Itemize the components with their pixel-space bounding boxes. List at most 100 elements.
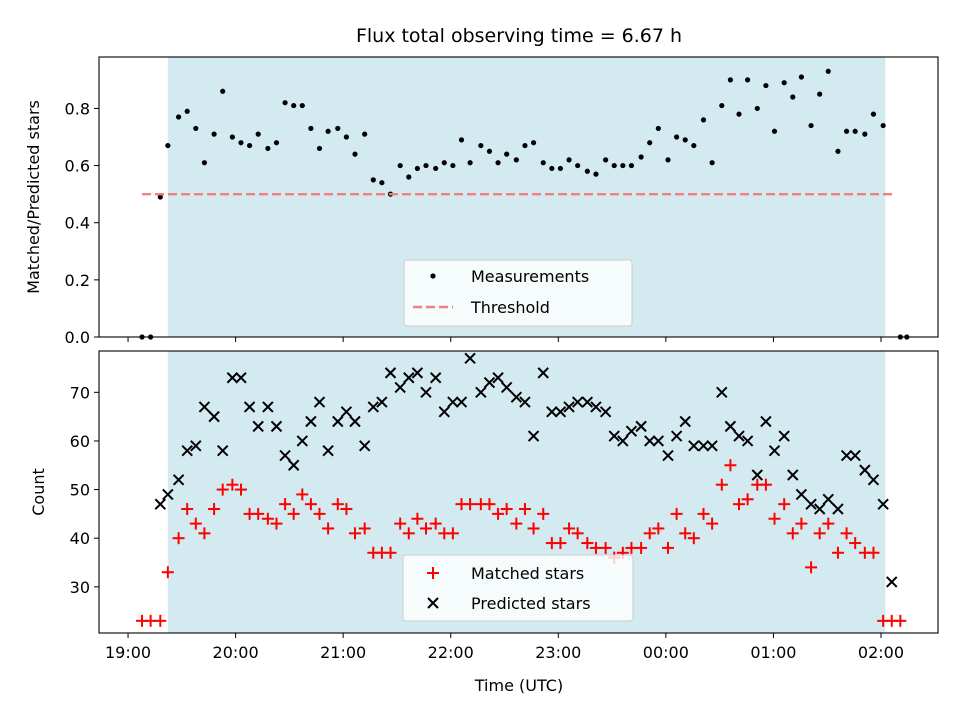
measurement-point — [229, 134, 235, 140]
matched-point — [805, 561, 818, 574]
measurement-point — [852, 128, 858, 134]
predicted-point — [625, 425, 638, 437]
predicted-point — [617, 435, 629, 447]
measurement-point — [584, 168, 590, 174]
bottom-plot-marks — [136, 352, 907, 627]
predicted-point — [554, 406, 567, 418]
predicted-point — [172, 474, 185, 486]
matched-point — [446, 527, 459, 540]
matched-point — [581, 537, 594, 550]
predicted-point — [635, 420, 647, 433]
measurement-point — [674, 134, 680, 140]
predicted-point — [216, 444, 229, 457]
predicted-point — [235, 372, 247, 384]
predicted-point — [411, 367, 424, 379]
measurement-point — [165, 142, 171, 149]
predicted-point — [420, 386, 432, 399]
y-tick-label: 0.0 — [65, 328, 90, 347]
predicted-point — [688, 440, 700, 452]
predicted-point — [706, 440, 718, 452]
measurement-point — [467, 160, 473, 166]
y-tick-label: 30 — [70, 578, 90, 597]
measurement-point — [798, 74, 804, 80]
measurement-point — [157, 194, 163, 200]
matched-point — [715, 478, 728, 491]
predicted-point — [760, 415, 772, 428]
predicted-point — [270, 420, 283, 433]
top-y-axis-label: Matched/Predicted stars — [24, 100, 43, 294]
y-tick-label: 40 — [70, 529, 90, 548]
matched-point — [322, 522, 335, 535]
predicted-point — [652, 435, 665, 447]
matched-point — [867, 546, 880, 559]
top-y-axis: 0.0 0.2 0.4 0.6 0.8 — [65, 99, 99, 347]
measurement-point — [379, 180, 385, 186]
predicted-point — [252, 420, 264, 433]
measurement-point — [423, 162, 429, 169]
matched-point — [510, 517, 523, 530]
measurement-point — [450, 162, 456, 169]
predicted-point — [527, 430, 540, 442]
measurement-point — [771, 128, 778, 134]
measurement-point — [709, 160, 715, 166]
matched-point — [198, 527, 211, 540]
matched-point — [518, 503, 531, 516]
measurement-point — [193, 125, 199, 132]
x-tick-label: 20:00 — [213, 643, 259, 662]
measurement-point — [638, 154, 644, 160]
measurement-point — [352, 151, 358, 157]
measurement-point — [343, 134, 349, 140]
predicted-point — [349, 415, 361, 428]
predicted-point — [662, 449, 674, 462]
predicted-point — [455, 396, 468, 408]
measurement-point — [211, 131, 217, 137]
measurement-point — [370, 177, 376, 183]
matched-point — [340, 503, 353, 516]
predicted-point — [546, 406, 558, 418]
measurement-point — [549, 165, 555, 172]
predicted-point — [367, 401, 379, 413]
measurement-point — [325, 128, 331, 134]
bottom-plot-frame — [98, 350, 939, 634]
predicted-point — [322, 444, 334, 457]
predicted-point — [571, 396, 584, 408]
measurement-point — [478, 142, 484, 149]
measurement-point — [817, 91, 823, 97]
measurement-point — [397, 162, 403, 169]
predicted-point — [741, 435, 754, 447]
matched-point — [635, 541, 648, 554]
predicted-point — [403, 372, 415, 384]
bottom-legend-box — [402, 554, 634, 622]
predicted-point — [822, 493, 834, 506]
predicted-point — [768, 444, 781, 457]
matched-point — [554, 537, 567, 550]
measurement-point — [727, 77, 734, 83]
measurement-point — [557, 165, 564, 172]
measurement-point — [700, 117, 707, 123]
matched-point — [795, 517, 808, 530]
measurement-point — [870, 111, 877, 117]
measurement-point — [291, 102, 297, 109]
predicted-point — [867, 474, 880, 486]
predicted-point — [563, 401, 575, 413]
matched-point — [349, 527, 362, 540]
top-legend: Measurements Threshold — [403, 259, 633, 327]
predicted-point — [198, 401, 211, 413]
top-legend-box — [403, 259, 633, 327]
predicted-point — [492, 372, 504, 384]
matched-point — [304, 498, 317, 511]
measurement-point — [220, 88, 226, 94]
predicted-point — [475, 386, 487, 399]
matched-point — [687, 532, 700, 545]
predicted-point — [394, 381, 406, 394]
predicted-point — [537, 367, 549, 379]
measurement-point — [486, 148, 493, 154]
measurement-point — [282, 100, 288, 106]
matched-point — [563, 522, 576, 535]
predicted-point — [190, 440, 202, 452]
legend-matched-label: Matched stars — [471, 564, 584, 583]
matched-point — [652, 522, 665, 535]
matched-point — [643, 527, 656, 540]
measurement-point — [308, 125, 314, 132]
matched-point — [679, 527, 692, 540]
